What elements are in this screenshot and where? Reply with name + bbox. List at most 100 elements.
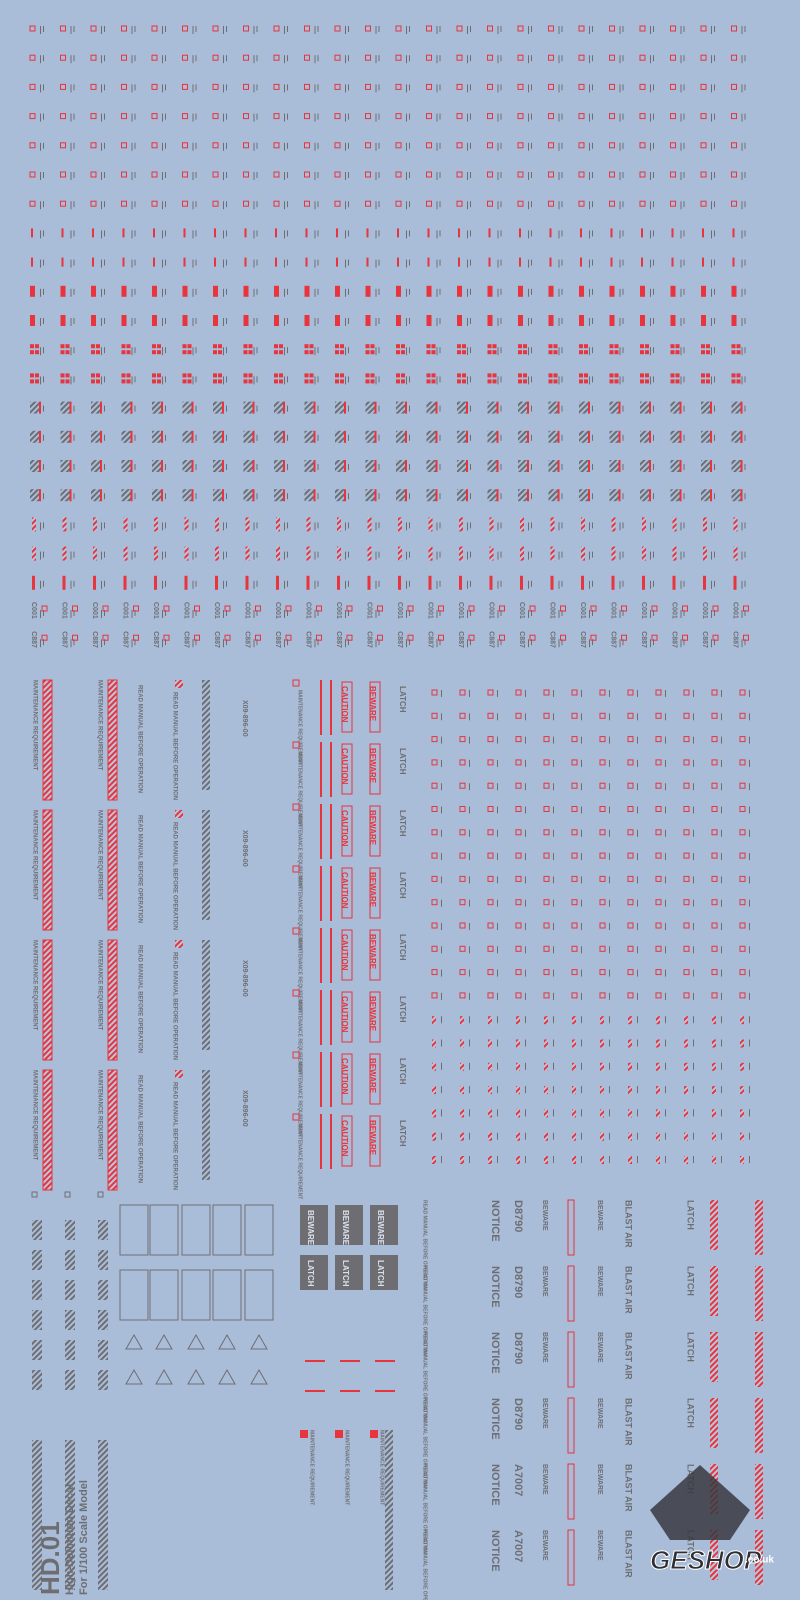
red-bar bbox=[489, 575, 493, 590]
red-grid bbox=[157, 373, 161, 378]
red-hatch bbox=[712, 1109, 716, 1118]
grey-line bbox=[287, 230, 288, 237]
red-hatch bbox=[755, 1200, 763, 1255]
decal-label: READ MANUAL BEFORE OPERATION bbox=[422, 1200, 428, 1290]
grey-line bbox=[525, 969, 526, 977]
grey-line bbox=[436, 113, 438, 122]
grey-square bbox=[31, 1191, 38, 1198]
decal-box bbox=[107, 939, 118, 1061]
red-bar bbox=[679, 401, 682, 414]
grey-line bbox=[131, 347, 133, 356]
grey-line bbox=[134, 639, 136, 646]
grey-line bbox=[500, 580, 502, 587]
grey-line bbox=[253, 551, 255, 560]
grey-line bbox=[406, 580, 407, 589]
grey-line bbox=[256, 113, 258, 120]
grey-line bbox=[317, 551, 319, 558]
grey-line bbox=[693, 969, 694, 977]
red-grid bbox=[670, 350, 675, 355]
red-grid bbox=[96, 373, 100, 378]
warning-icon bbox=[187, 1368, 205, 1385]
grey-line bbox=[680, 376, 682, 385]
grey-line bbox=[43, 288, 44, 295]
grey-line bbox=[348, 434, 349, 441]
grey-line bbox=[165, 288, 166, 295]
grey-line bbox=[665, 1109, 666, 1117]
grey-line bbox=[253, 376, 255, 385]
grey-line bbox=[345, 580, 346, 589]
red-block bbox=[274, 285, 279, 297]
red-hatch bbox=[460, 1086, 464, 1095]
red-square bbox=[426, 171, 432, 178]
decal-label: MAINTENANCE REQUIREMENT bbox=[297, 1062, 303, 1137]
grey-line bbox=[665, 783, 666, 791]
grey-line bbox=[348, 580, 349, 587]
grey-line bbox=[581, 783, 582, 791]
grey-line bbox=[134, 464, 136, 470]
grey-line bbox=[43, 434, 44, 441]
grey-line bbox=[721, 946, 722, 954]
red-hatch bbox=[755, 1266, 763, 1321]
grey-line bbox=[693, 1062, 694, 1070]
red-square bbox=[670, 25, 676, 32]
red-square bbox=[627, 852, 634, 859]
red-bar bbox=[39, 489, 41, 502]
grey-line bbox=[439, 55, 441, 62]
grey-line bbox=[561, 84, 563, 91]
grey-line bbox=[70, 230, 72, 239]
grey-line bbox=[43, 464, 44, 470]
grey-line bbox=[500, 318, 502, 324]
grey-line bbox=[721, 1016, 722, 1024]
red-hatch bbox=[710, 1200, 718, 1250]
red-square bbox=[627, 689, 634, 696]
red-grid bbox=[304, 344, 309, 349]
grey-line bbox=[317, 113, 319, 120]
grey-line bbox=[589, 259, 590, 268]
red-hatch bbox=[684, 1156, 688, 1164]
red-square bbox=[517, 25, 524, 32]
decal-label: C001 bbox=[335, 602, 342, 619]
grey-line bbox=[226, 580, 227, 587]
grey-line bbox=[253, 84, 255, 93]
grey-hatch bbox=[243, 460, 253, 472]
red-grid bbox=[187, 379, 192, 384]
grey-line bbox=[436, 259, 438, 268]
grey-line bbox=[609, 876, 610, 884]
grey-line bbox=[470, 434, 471, 441]
red-square bbox=[711, 736, 718, 743]
grey-line bbox=[500, 434, 502, 441]
grey-line bbox=[561, 113, 563, 120]
red-square bbox=[599, 852, 606, 859]
red-grid bbox=[243, 379, 248, 384]
grey-line bbox=[287, 288, 288, 295]
red-square bbox=[499, 605, 505, 612]
grey-line bbox=[622, 639, 624, 646]
red-hatch bbox=[276, 517, 280, 532]
red-grid bbox=[396, 344, 400, 349]
grey-line bbox=[375, 551, 377, 560]
red-square bbox=[29, 113, 36, 120]
red-grid bbox=[218, 379, 222, 384]
red-bar bbox=[122, 228, 125, 238]
red-bar bbox=[519, 257, 521, 267]
red-square bbox=[182, 83, 188, 90]
red-square bbox=[683, 806, 690, 812]
grey-line bbox=[101, 201, 102, 210]
grey-line bbox=[226, 551, 227, 558]
grey-line bbox=[43, 347, 44, 354]
grey-hatch bbox=[701, 460, 710, 472]
grey-line bbox=[531, 347, 532, 354]
grey-hatch bbox=[731, 430, 741, 443]
red-grid bbox=[518, 373, 522, 378]
red-bar bbox=[32, 575, 35, 590]
grey-line bbox=[195, 610, 197, 616]
red-grid bbox=[706, 379, 710, 384]
red-square bbox=[571, 969, 578, 976]
grey-line bbox=[693, 713, 694, 721]
grey-line bbox=[741, 142, 743, 151]
red-bar bbox=[340, 1360, 360, 1362]
red-square bbox=[578, 113, 585, 120]
red-hatch bbox=[572, 1109, 576, 1118]
grey-line bbox=[714, 347, 715, 354]
grey-hatch bbox=[426, 460, 436, 472]
